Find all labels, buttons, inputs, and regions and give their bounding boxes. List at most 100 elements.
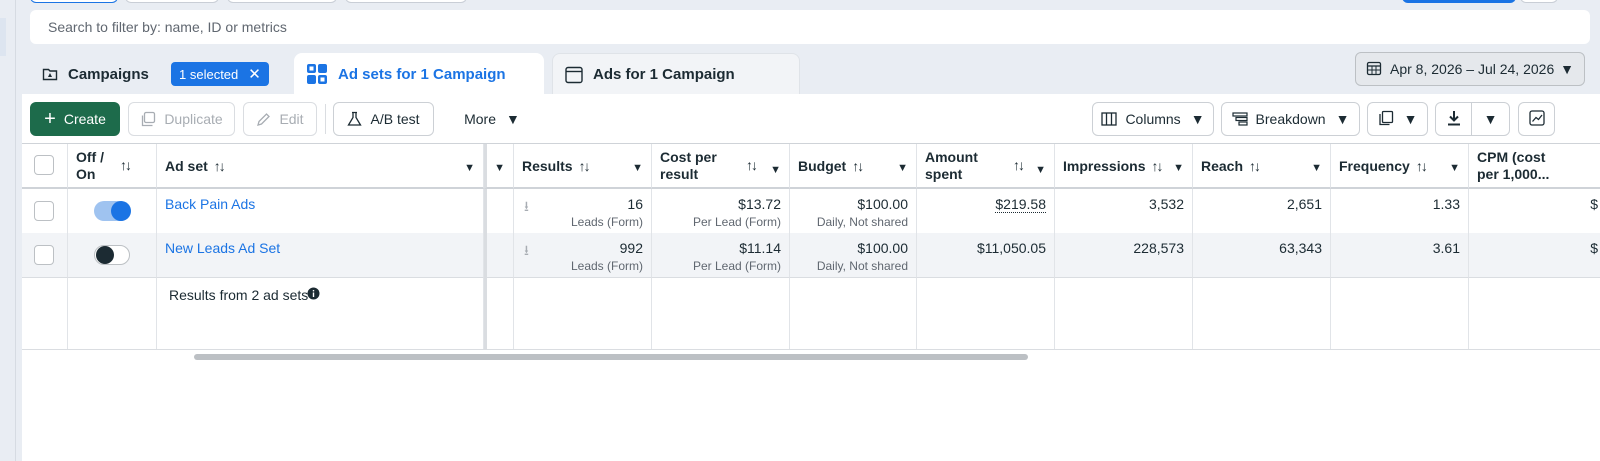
- row-select-cell: [22, 189, 68, 233]
- hidden-column-cell: [484, 233, 514, 277]
- results-cell: ⭳ 16 Leads (Form): [514, 189, 652, 233]
- summary-row: Results from 2 ad sets: [22, 277, 1600, 350]
- create-button-label: Create: [63, 111, 106, 127]
- table-row: Back Pain Ads ⭳ 16 Leads (Form) $13.72 P…: [22, 189, 1600, 233]
- cost-cell: $11.14 Per Lead (Form): [652, 233, 790, 277]
- duplicate-button[interactable]: Duplicate: [128, 102, 235, 136]
- breakdown-button[interactable]: Breakdown ▼: [1221, 102, 1360, 136]
- sort-icon[interactable]: ↑↓: [1415, 157, 1428, 174]
- spent-value[interactable]: $219.58: [995, 196, 1046, 213]
- row-checkbox[interactable]: [34, 201, 54, 221]
- caret-down-icon[interactable]: ▼: [464, 162, 475, 174]
- impressions-cell: 3,532: [1055, 189, 1193, 233]
- horizontal-scrollbar[interactable]: [194, 354, 1028, 360]
- frequency-cell: 3.61: [1331, 233, 1469, 277]
- rail-marker: [0, 18, 6, 56]
- tab-campaigns-label: Campaigns: [68, 65, 149, 83]
- download-icon[interactable]: ⭳: [524, 242, 529, 258]
- caret-down-icon[interactable]: ▼: [1311, 162, 1322, 174]
- caret-down-icon[interactable]: ▼: [1035, 164, 1046, 176]
- cpm-value: $: [1590, 240, 1598, 256]
- caret-down-icon[interactable]: ▼: [1173, 162, 1184, 174]
- sort-icon[interactable]: ↑↓: [1249, 157, 1261, 174]
- columns-button[interactable]: Columns ▼: [1092, 102, 1214, 136]
- edit-button[interactable]: Edit: [243, 102, 317, 136]
- selected-badge[interactable]: 1 selected ✕: [171, 62, 269, 86]
- tab-campaigns[interactable]: Campaigns 1 selected ✕: [30, 53, 286, 95]
- summary-cell: [484, 277, 514, 349]
- spent-cell: $11,050.05: [917, 233, 1055, 277]
- tab-ad-sets[interactable]: Ad sets for 1 Campaign: [294, 53, 544, 95]
- caret-down-icon[interactable]: ▼: [632, 162, 643, 174]
- results-cell: ⭳ 992 Leads (Form): [514, 233, 652, 277]
- sort-icon[interactable]: ↑↓: [746, 157, 758, 173]
- close-icon[interactable]: ✕: [248, 66, 261, 83]
- header-budget[interactable]: Budget ↑↓ ▼: [790, 144, 917, 189]
- export-menu-button[interactable]: ▼: [1471, 102, 1510, 136]
- export-button[interactable]: [1435, 102, 1472, 136]
- ad-set-toggle[interactable]: [94, 245, 130, 265]
- caret-down-icon: ▼: [1190, 111, 1205, 127]
- summary-label-cell: Results from 2 ad sets: [157, 277, 484, 349]
- results-value: 16: [627, 196, 643, 212]
- header-results[interactable]: Results ↑↓ ▼: [514, 144, 652, 189]
- download-icon[interactable]: ⭳: [524, 198, 529, 214]
- reach-value: 2,651: [1286, 196, 1322, 212]
- summary-cell: [1055, 277, 1193, 349]
- header-cpm[interactable]: CPM (cost per 1,000...: [1469, 144, 1600, 189]
- sort-icon[interactable]: ↑↓: [1013, 157, 1025, 173]
- create-button[interactable]: + Create: [30, 102, 120, 136]
- select-all-checkbox[interactable]: [34, 155, 54, 175]
- search-input[interactable]: [46, 18, 1574, 36]
- header-reach-label: Reach: [1201, 157, 1244, 174]
- budget-value: $100.00: [857, 240, 908, 256]
- pencil-icon: [256, 112, 271, 127]
- header-reach[interactable]: Reach ↑↓ ▼: [1193, 144, 1331, 189]
- header-ad-set[interactable]: Ad set ↑↓ ▼: [157, 144, 484, 189]
- row-checkbox[interactable]: [34, 245, 54, 265]
- ad-sets-table: Off / On ↑↓ Ad set ↑↓ ▼ ▼ Results ↑↓ ▼ C…: [22, 143, 1600, 360]
- search-bar[interactable]: [30, 10, 1590, 44]
- impressions-value: 3,532: [1148, 196, 1184, 212]
- info-icon[interactable]: [307, 287, 320, 303]
- sort-icon[interactable]: ↑↓: [1151, 157, 1163, 174]
- columns-button-label: Columns: [1125, 111, 1181, 127]
- frequency-value: 3.61: [1432, 240, 1460, 256]
- header-frequency[interactable]: Frequency ↑↓ ▼: [1331, 144, 1469, 189]
- charts-button[interactable]: [1518, 102, 1555, 136]
- reach-value: 63,343: [1279, 240, 1322, 256]
- date-range-picker[interactable]: Apr 8, 2026 – Jul 24, 2026 ▼: [1355, 52, 1585, 86]
- toolbar-divider: [325, 104, 326, 134]
- reports-button[interactable]: ▼: [1367, 102, 1428, 136]
- sort-icon[interactable]: ↑↓: [578, 157, 591, 174]
- more-button[interactable]: More ▼: [442, 102, 542, 136]
- caret-down-icon[interactable]: ▼: [1449, 162, 1460, 174]
- ad-set-toggle[interactable]: [94, 201, 131, 221]
- plus-icon: +: [44, 107, 56, 130]
- sort-icon[interactable]: ↑↓: [852, 157, 864, 174]
- ad-set-name-link[interactable]: Back Pain Ads: [165, 196, 256, 212]
- header-hidden-column[interactable]: ▼: [484, 144, 514, 189]
- budget-value: $100.00: [857, 196, 908, 212]
- caret-down-icon[interactable]: ▼: [494, 162, 505, 174]
- cost-type: Per Lead (Form): [692, 259, 781, 273]
- caret-down-icon[interactable]: ▼: [770, 164, 781, 176]
- reach-cell: 63,343: [1193, 233, 1331, 277]
- header-impressions[interactable]: Impressions ↑↓ ▼: [1055, 144, 1193, 189]
- header-cost-per-result[interactable]: Cost per result ↑↓ ▼: [652, 144, 790, 189]
- tab-ads[interactable]: Ads for 1 Campaign: [552, 53, 800, 95]
- ab-test-button[interactable]: A/B test: [333, 102, 434, 136]
- sort-icon[interactable]: ↑↓: [213, 157, 226, 174]
- ad-set-name-cell: New Leads Ad Set: [157, 233, 484, 277]
- breakdown-icon: [1231, 112, 1248, 126]
- sort-icon[interactable]: ↑↓: [120, 157, 132, 173]
- header-amount-spent[interactable]: Amount spent ↑↓ ▼: [917, 144, 1055, 189]
- toggle-knob: [96, 246, 114, 264]
- spent-value: $11,050.05: [976, 240, 1046, 256]
- summary-cell: [514, 277, 652, 349]
- caret-down-icon[interactable]: ▼: [897, 162, 908, 174]
- ad-set-name-link[interactable]: New Leads Ad Set: [165, 240, 281, 256]
- header-off-on[interactable]: Off / On ↑↓: [68, 144, 157, 189]
- cost-cell: $13.72 Per Lead (Form): [652, 189, 790, 233]
- caret-down-icon: ▼: [1335, 111, 1350, 127]
